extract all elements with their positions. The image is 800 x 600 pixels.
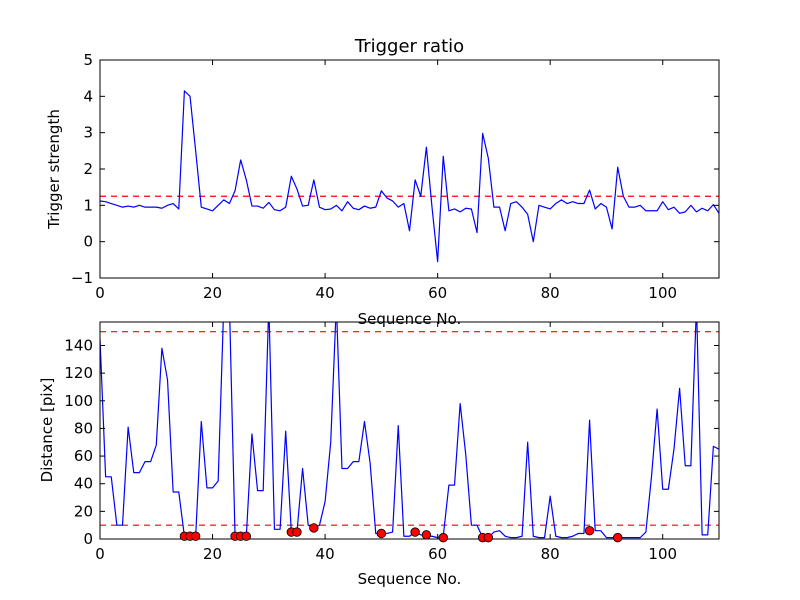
- flagged-point-marker: [410, 527, 420, 537]
- x-tick-label: 80: [541, 284, 560, 302]
- x-tick-label: 100: [648, 545, 677, 563]
- y-tick-label: 100: [64, 392, 93, 410]
- x-tick-label: 80: [541, 545, 560, 563]
- distance-plot: 0 20 40 60 80 100 0 20 40 60 80 100 120 140 Sequence …: [38, 321, 720, 588]
- y-tick-label: 80: [74, 419, 93, 437]
- flagged-point-marker: [438, 532, 448, 543]
- distance-ticks: 0 20 40 60 80 100 0 20 40 60 80 100 120 140: [64, 322, 719, 563]
- flagged-point-marker: [584, 526, 595, 536]
- distance-y-axis-label: Distance [pix]: [38, 378, 56, 483]
- y-tick-label: 5: [83, 51, 93, 69]
- trigger-ratio-y-axis-label: Trigger strength: [45, 109, 63, 230]
- y-tick-label: 1: [83, 196, 93, 214]
- flagged-point-marker: [613, 532, 623, 543]
- x-tick-label: 60: [428, 284, 447, 302]
- y-tick-label: 3: [83, 124, 93, 142]
- x-tick-label: 60: [428, 545, 447, 563]
- x-tick-label: 40: [316, 545, 335, 563]
- chart-title: Trigger ratio: [354, 36, 464, 57]
- x-tick-label: 20: [203, 545, 222, 563]
- x-tick-label: 0: [95, 284, 105, 302]
- y-tick-label: 140: [64, 336, 93, 354]
- y-tick-label: 20: [74, 502, 93, 520]
- y-tick-label: 0: [83, 530, 93, 548]
- distance-x-axis-label: Sequence No.: [358, 570, 462, 588]
- y-tick-label: 40: [74, 475, 93, 493]
- y-tick-label: 2: [83, 160, 93, 178]
- flagged-point-marker: [309, 523, 319, 533]
- flagged-point-marker: [421, 530, 432, 540]
- distance-axes-frame: [99, 321, 720, 540]
- trigger-ratio-series-line: [100, 90, 719, 263]
- x-tick-label: 0: [95, 545, 105, 563]
- x-tick-label: 100: [648, 284, 677, 302]
- trigger-ratio-x-axis-label: Sequence No.: [358, 310, 462, 328]
- y-tick-label: 4: [83, 87, 93, 105]
- trigger-ratio-data: [100, 90, 719, 263]
- y-tick-label: 60: [74, 447, 93, 465]
- flagged-point-marker: [190, 531, 201, 541]
- y-tick-label: 0: [83, 233, 93, 251]
- flagged-point-marker: [376, 528, 387, 539]
- flagged-point-marker: [292, 527, 302, 537]
- x-tick-label: 40: [316, 284, 335, 302]
- y-tick-label: 120: [64, 364, 93, 382]
- flagged-point-marker: [483, 532, 493, 543]
- x-tick-label: 20: [203, 284, 222, 302]
- flagged-point-marker: [241, 531, 252, 541]
- y-tick-label: −1: [71, 269, 93, 287]
